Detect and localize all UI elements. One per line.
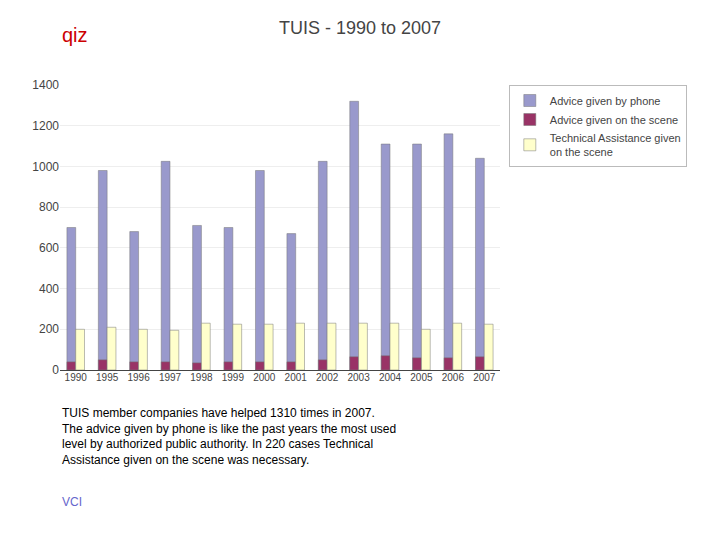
svg-text:600: 600 bbox=[39, 241, 59, 255]
svg-text:VCI: VCI bbox=[62, 495, 82, 509]
svg-text:400: 400 bbox=[39, 282, 59, 296]
svg-text:qiz: qiz bbox=[62, 24, 88, 46]
svg-text:2000: 2000 bbox=[253, 372, 276, 383]
svg-text:TUIS member companies have hel: TUIS member companies have helped 1310 t… bbox=[62, 406, 396, 467]
svg-text:2003: 2003 bbox=[347, 372, 370, 383]
svg-text:Technical Assistance givenon t: Technical Assistance givenon the scene bbox=[550, 132, 681, 158]
svg-text:2004: 2004 bbox=[379, 372, 402, 383]
svg-text:1998: 1998 bbox=[190, 372, 213, 383]
svg-text:2002: 2002 bbox=[316, 372, 339, 383]
svg-text:1999: 1999 bbox=[222, 372, 245, 383]
svg-text:1000: 1000 bbox=[32, 160, 59, 174]
svg-text:2005: 2005 bbox=[410, 372, 433, 383]
svg-text:2007: 2007 bbox=[473, 372, 496, 383]
svg-text:200: 200 bbox=[39, 322, 59, 336]
svg-text:1995: 1995 bbox=[96, 372, 119, 383]
svg-text:2006: 2006 bbox=[442, 372, 465, 383]
svg-text:1997: 1997 bbox=[159, 372, 182, 383]
svg-text:TUIS - 1990 to 2007: TUIS - 1990 to 2007 bbox=[279, 18, 441, 38]
svg-text:1400: 1400 bbox=[32, 78, 59, 92]
svg-text:Advice given on the scene: Advice given on the scene bbox=[550, 114, 678, 126]
svg-text:1996: 1996 bbox=[127, 372, 150, 383]
svg-text:1990: 1990 bbox=[65, 372, 88, 383]
svg-text:800: 800 bbox=[39, 200, 59, 214]
svg-text:2001: 2001 bbox=[285, 372, 308, 383]
svg-text:0: 0 bbox=[52, 363, 59, 377]
svg-text:Advice given by phone: Advice given by phone bbox=[550, 95, 661, 107]
svg-text:1200: 1200 bbox=[32, 119, 59, 133]
